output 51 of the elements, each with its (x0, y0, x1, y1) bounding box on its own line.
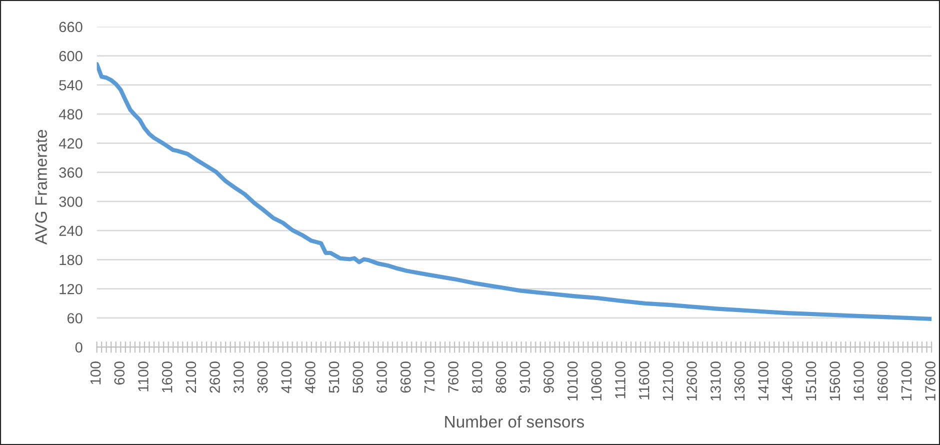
x-tick-label: 12600 (686, 362, 697, 400)
x-tick-label: 15600 (830, 362, 840, 400)
x-tick-label: 2600 (210, 362, 220, 393)
x-tick-label: 14100 (758, 362, 769, 400)
x-tick-label: 6600 (400, 362, 411, 393)
x-tick-label: 11100 (615, 362, 626, 398)
x-tick-label: 1600 (162, 362, 172, 392)
y-tick-label: 480 (58, 109, 82, 120)
x-tick-label: 6100 (376, 362, 387, 393)
y-tick-label: 540 (59, 80, 82, 90)
y-axis-title: AVG Framerate (35, 130, 47, 245)
x-tick-label: 17100 (901, 362, 912, 400)
x-tick-label: 600 (114, 362, 125, 385)
x-tick-label: 9600 (544, 362, 554, 393)
x-tick-label: 100 (90, 362, 101, 384)
x-tick-label: 14600 (782, 362, 792, 400)
y-tick-label: 180 (60, 254, 82, 266)
y-tick-label: 0 (75, 342, 82, 353)
x-tick-label: 8100 (472, 362, 482, 393)
x-tick-label: 3100 (234, 362, 244, 393)
x-tick-label: 4100 (281, 362, 292, 394)
x-tick-label: 3600 (257, 362, 268, 393)
x-tick-label: 1100 (138, 362, 148, 392)
y-tick-label: 60 (67, 313, 82, 324)
x-tick-label: 13100 (710, 362, 721, 400)
line-series (96, 62, 932, 322)
x-tick-label: 5600 (352, 362, 364, 393)
y-tick-label: 420 (58, 138, 82, 149)
y-tick-label: 240 (59, 226, 82, 236)
x-tick-label: 12100 (662, 362, 674, 400)
x-tick-label: 10100 (567, 362, 578, 400)
x-tick-label: 7600 (448, 362, 458, 393)
y-tick-label: 120 (60, 284, 82, 294)
x-tick-label: 7100 (424, 362, 435, 393)
x-axis-title: Number of sensors (445, 415, 584, 428)
y-tick-label: 660 (59, 22, 82, 32)
x-tick-label: 11600 (638, 362, 650, 400)
x-tick-label: 15100 (806, 362, 816, 400)
x-tick-label: 4600 (305, 362, 316, 394)
x-tick-label: 16100 (854, 362, 864, 400)
x-tick-label: 16600 (877, 362, 888, 400)
x-tick-label: 13600 (734, 362, 745, 400)
y-tick-label: 600 (59, 50, 82, 62)
y-tick-label: 360 (59, 167, 82, 178)
x-tick-label: 8600 (496, 362, 506, 393)
x-tick-label: 10600 (591, 362, 602, 400)
y-tick-label: 300 (59, 196, 82, 207)
x-tick-label: 5100 (328, 362, 340, 393)
x-tick-label: 17600 (925, 362, 936, 400)
x-tick-label: 9100 (520, 362, 530, 393)
x-tick-label: 2100 (186, 362, 196, 393)
